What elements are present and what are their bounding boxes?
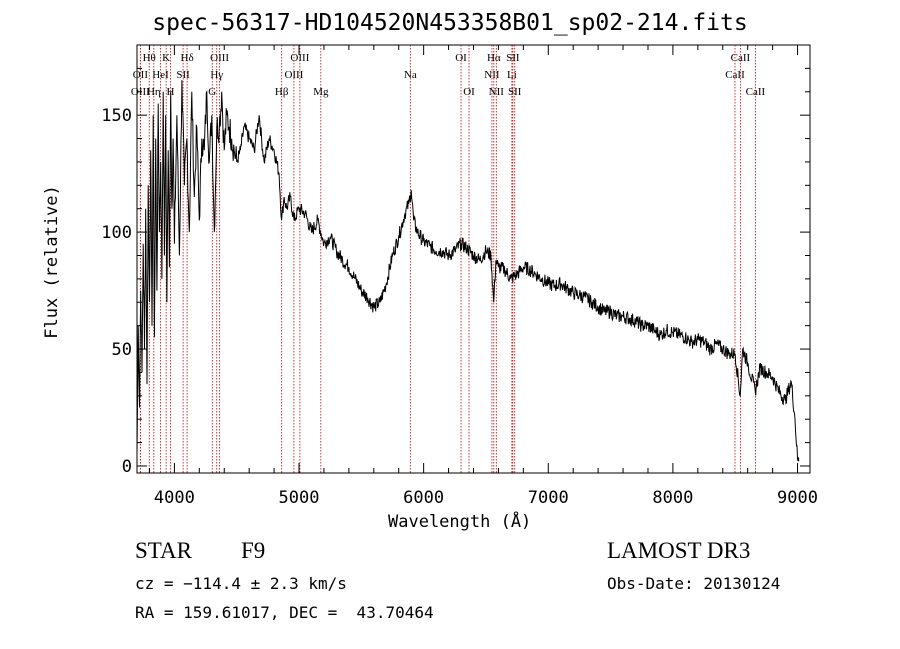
line-label-4: K (162, 52, 170, 64)
line-label-13: OIII (284, 69, 303, 81)
object-subclass: F9 (241, 538, 266, 563)
x-tick-label-2: 6000 (403, 488, 444, 508)
line-label-7: SII (176, 69, 190, 81)
line-label-19: Hα (487, 52, 501, 64)
chart-title: spec-56317-HD104520N453358B01_sp02-214.f… (152, 10, 748, 36)
y-tick-label-2: 100 (101, 223, 132, 243)
x-tick-label-3: 7000 (528, 488, 569, 508)
x-tick-label-0: 4000 (154, 488, 195, 508)
line-label-11: G (208, 86, 216, 98)
line-label-8: Hδ (181, 52, 194, 64)
line-label-24: SII (508, 86, 522, 98)
line-label-16: Na (404, 69, 417, 81)
y-tick-label-0: 0 (122, 457, 132, 477)
line-label-18: OI (463, 86, 475, 98)
x-tick-label-5: 9000 (777, 488, 818, 508)
line-label-15: Mg (313, 86, 329, 98)
survey-name: LAMOST DR3 (607, 538, 751, 563)
line-label-22: Li (507, 69, 517, 81)
redshift-value: cz = −114.4 ± 2.3 km/s (135, 574, 347, 593)
line-label-2: Hη (147, 86, 161, 98)
line-label-26: CaII (725, 69, 745, 81)
line-label-0: Hθ (143, 52, 156, 64)
line-label-9: OIII (210, 52, 229, 64)
y-tick-label-1: 50 (112, 340, 132, 360)
line-label-20: SII (506, 52, 520, 64)
line-label-5: HeI (152, 69, 169, 81)
object-class: STAR (135, 538, 192, 563)
spectrum-line (136, 80, 800, 462)
line-label-10: Hγ (210, 69, 223, 81)
line-label-25: CaII (731, 52, 751, 64)
line-label-14: Hβ (275, 86, 289, 98)
line-label-27: CaII (746, 86, 766, 98)
line-label-21: NII (484, 69, 500, 81)
observation-date: Obs-Date: 20130124 (607, 574, 781, 593)
x-tick-label-1: 5000 (279, 488, 320, 508)
line-label-12: OIII (290, 52, 309, 64)
line-label-17: OI (455, 52, 467, 64)
x-axis-label: Wavelength (Å) (388, 512, 532, 532)
line-label-23: NII (489, 86, 505, 98)
y-axis-label: Flux (relative) (42, 185, 62, 339)
coordinates: RA = 159.61017, DEC = 43.70464 (135, 603, 434, 622)
y-tick-label-3: 150 (101, 106, 132, 126)
x-tick-label-4: 8000 (652, 488, 693, 508)
